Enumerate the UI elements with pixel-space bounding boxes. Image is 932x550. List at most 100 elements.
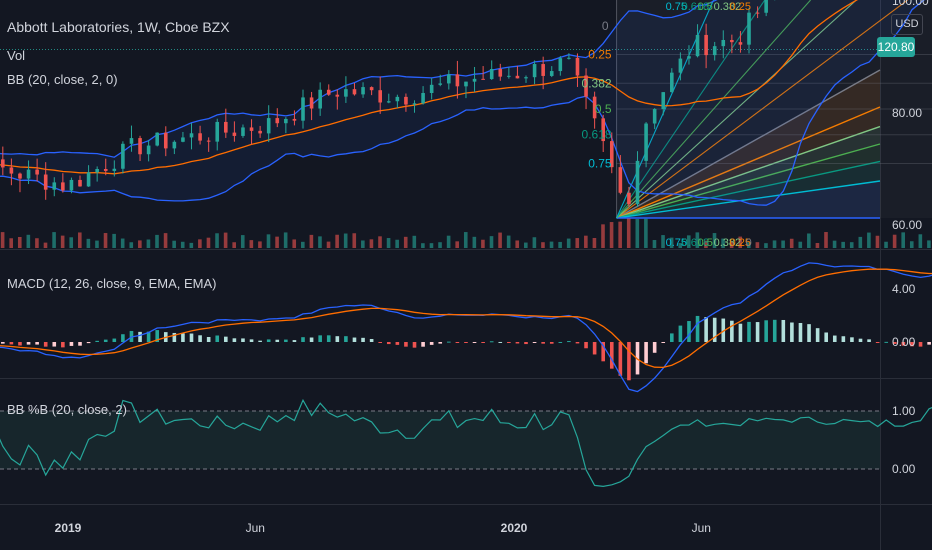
- candle-body: [541, 64, 545, 76]
- volume-bar: [275, 236, 279, 248]
- volume-bar: [395, 239, 399, 248]
- candle-body: [567, 57, 571, 59]
- symbol-title[interactable]: Abbott Laboratories, 1W, Cboe BZX: [7, 19, 230, 35]
- macd-histogram-bar: [292, 340, 297, 342]
- volume-bar: [378, 236, 382, 248]
- fib-bottom-label: 0.25: [730, 237, 751, 249]
- macd-histogram-bar: [747, 321, 751, 342]
- volume-bar: [789, 238, 794, 248]
- volume-bar: [644, 218, 648, 248]
- candle-body: [395, 96, 400, 102]
- candle-body: [464, 81, 468, 87]
- candle-body: [429, 84, 434, 93]
- volume-bar: [301, 241, 305, 248]
- volume-bar: [807, 233, 811, 248]
- fib-left-label: 0.75: [588, 157, 612, 171]
- macd-histogram-bar: [609, 342, 614, 369]
- macd-histogram-bar: [181, 333, 185, 342]
- macd-histogram-bar: [850, 337, 854, 342]
- volume-bar: [558, 241, 562, 248]
- macd-histogram-bar: [841, 336, 846, 342]
- candle-body: [309, 97, 314, 109]
- candle-body: [35, 169, 39, 175]
- fib-bottom-label: 0.75: [666, 237, 687, 249]
- candle-body: [687, 56, 691, 59]
- price-axis-label: 80.00: [892, 106, 922, 120]
- candle-body: [472, 78, 477, 82]
- macd-label[interactable]: MACD (12, 26, close, 9, EMA, EMA): [7, 276, 217, 291]
- volume-bar: [824, 232, 828, 248]
- candle-body: [601, 118, 605, 142]
- macd-histogram-bar: [592, 342, 597, 355]
- macd-histogram-bar: [421, 342, 425, 347]
- fib-bottom-label: 0.382: [714, 237, 742, 249]
- macd-histogram-bar: [652, 342, 657, 353]
- candle-body: [241, 127, 245, 136]
- macd-histogram-bar: [438, 342, 443, 344]
- volume-bar: [412, 235, 417, 248]
- volume-bar: [421, 243, 425, 248]
- volume-bar: [403, 236, 408, 248]
- macd-histogram-bar: [361, 337, 365, 342]
- candle-body: [146, 145, 151, 155]
- macd-histogram-bar: [764, 320, 768, 342]
- macd-histogram-bar: [918, 342, 923, 347]
- macd-histogram-bar: [352, 337, 357, 342]
- volume-bar: [772, 240, 777, 248]
- time-axis-label: 2020: [501, 521, 528, 535]
- volume-bar: [78, 232, 82, 248]
- macd-histogram-bar: [558, 341, 563, 343]
- volume-bar: [232, 242, 236, 248]
- macd-histogram-bar: [884, 341, 889, 343]
- fib-fan-ray: [616, 160, 881, 219]
- macd-histogram-bar: [155, 330, 159, 342]
- volume-bar: [292, 239, 297, 248]
- volume-bar: [198, 239, 202, 248]
- price-axis-label: 100.00: [892, 0, 929, 8]
- candle-body: [52, 182, 57, 190]
- percent-b-label[interactable]: BB %B (20, close, 2): [7, 402, 127, 417]
- bb-label[interactable]: BB (20, close, 2, 0): [7, 72, 118, 87]
- bb-lower: [0, 0, 925, 206]
- macd-histogram-bar: [43, 342, 48, 347]
- macd-histogram-bar: [627, 342, 631, 381]
- volume-bar: [532, 237, 537, 248]
- macd-histogram-bar: [815, 328, 820, 342]
- candle-body: [618, 167, 623, 193]
- volume-bar: [455, 241, 459, 248]
- candle-body: [644, 123, 648, 161]
- volume-bar: [506, 235, 511, 248]
- candle-body: [103, 168, 108, 171]
- volume-bar: [429, 243, 434, 248]
- candle-body: [26, 169, 31, 179]
- macd-histogram-bar: [464, 342, 468, 343]
- candle-body: [738, 42, 743, 45]
- macd-histogram-bar: [404, 342, 408, 347]
- candle-body: [129, 138, 134, 144]
- volume-label[interactable]: Vol: [7, 48, 26, 63]
- fib-fan-steep-ray: [616, 0, 857, 219]
- macd-histogram-bar: [687, 321, 691, 342]
- macd-histogram-bar: [772, 319, 777, 342]
- volume-bar: [858, 236, 863, 248]
- macd-histogram-bar: [35, 342, 39, 345]
- macd-histogram-bar: [712, 317, 717, 342]
- candle-body: [86, 172, 91, 187]
- volume-bar: [815, 242, 820, 248]
- macd-histogram-bar: [258, 340, 262, 342]
- volume-bar: [0, 232, 5, 248]
- macd-histogram-bar: [9, 342, 14, 345]
- volume-bar: [704, 240, 708, 248]
- candle-body: [575, 57, 580, 76]
- volume-bar: [249, 240, 254, 248]
- volume-bar: [138, 240, 142, 248]
- volume-bar: [223, 232, 228, 248]
- currency-badge[interactable]: USD: [891, 14, 923, 35]
- candle-body: [155, 132, 159, 146]
- candle-body: [232, 132, 237, 136]
- candle-body: [609, 141, 614, 168]
- volume-bar: [918, 234, 923, 248]
